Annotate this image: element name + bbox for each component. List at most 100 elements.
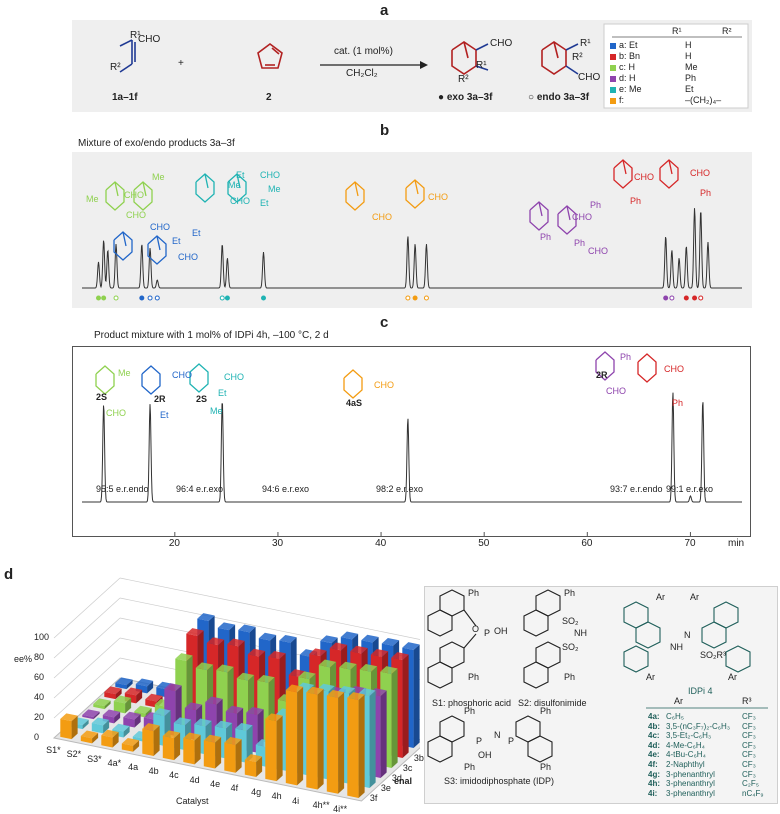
idpi-catalyst-id: 4f: — [648, 760, 658, 769]
chromatogram-trace — [82, 392, 742, 503]
substituent-r1: a: Et — [619, 40, 638, 50]
norbornene-structure — [189, 363, 209, 393]
peak-marker — [96, 295, 101, 301]
category-label: 4e — [210, 778, 221, 789]
panel-b-background — [72, 152, 752, 308]
peak-marker — [663, 295, 669, 301]
peak-marker — [113, 295, 119, 301]
structure-label: Me — [210, 406, 223, 416]
panel-c-title: Product mixture with 1 mol% of IDPi 4h, … — [94, 330, 329, 341]
category-label: S2* — [66, 749, 82, 760]
structure-label: Et — [192, 228, 201, 238]
er-label: 98:2 e.r.exo — [376, 484, 424, 494]
color-swatch — [610, 75, 616, 82]
idpi-aryl-group: 4-Me-C₆H₄ — [666, 740, 705, 750]
enal-structure — [119, 39, 136, 73]
substituent-row-c: c: H Me — [610, 62, 698, 72]
exo-label: ● exo 3a–3f — [438, 92, 493, 103]
exo-r2: R² — [458, 74, 469, 85]
idpi-r3-group: CF₃ — [742, 769, 756, 779]
er-label: 93:7 e.r.endo — [610, 484, 663, 494]
norbornene-structure — [613, 159, 633, 189]
category-label: S1* — [46, 745, 61, 756]
series-label: 3c — [402, 763, 413, 773]
panel-label-c: c — [380, 314, 389, 331]
atom-label: OH — [494, 626, 508, 636]
bridge-bond — [122, 231, 127, 247]
axis-tick-label: 60 — [581, 538, 593, 549]
label-idpi: IDPi 4 — [688, 686, 713, 696]
atom-label: P — [476, 736, 483, 746]
idpi-catalyst-id: 4d: — [648, 740, 660, 750]
idpi-r3-group: nC₄F₉ — [742, 788, 764, 798]
gridline — [53, 577, 121, 639]
structure-label: CHO — [606, 386, 626, 396]
gridline — [53, 657, 121, 719]
category-label: 4g — [251, 787, 262, 798]
structure-label: Ph — [620, 352, 632, 362]
norbornene-structure — [95, 365, 115, 395]
structure-label: Me — [118, 368, 131, 378]
bar-3b-S1* — [104, 686, 122, 700]
norbornene-structure — [141, 365, 161, 395]
idpi-aryl-group: C₆H₅ — [666, 712, 685, 721]
bar-3c-S1* — [93, 698, 111, 710]
category-label: 4a* — [107, 757, 122, 768]
idpi-r3-group: CF₃ — [742, 750, 756, 760]
group-label: SO₂ — [562, 642, 579, 652]
ph-label: Ph — [464, 762, 476, 772]
bar-3f-S1* — [60, 713, 78, 740]
bar-3c-S2* — [113, 695, 132, 714]
label-s3: S3: imidodiphosphate (IDP) — [444, 776, 555, 786]
substituent-row-f: f: –(CH₂)₄– — [610, 95, 721, 105]
peak-marker — [224, 295, 230, 301]
ee-3d-bar-chart — [52, 577, 420, 802]
gridline — [53, 617, 121, 679]
diene-label: 2 — [266, 92, 272, 103]
idpi-r3-group: CF₃ — [742, 740, 756, 750]
structure-label: CHO — [230, 196, 250, 206]
substituent-r2: Me — [685, 62, 698, 72]
peak-marker — [683, 295, 689, 301]
structure-label: CHO — [106, 408, 126, 418]
axis-tick-label: 50 — [478, 538, 490, 549]
enal-r1: R¹ — [130, 30, 141, 41]
y-tick-label: 20 — [34, 712, 45, 722]
bridge-bond — [668, 159, 673, 175]
bar-3f-4b — [162, 730, 181, 761]
peak-marker — [423, 295, 429, 301]
structure-label: CHO — [428, 192, 448, 202]
structure-label: Et — [218, 388, 227, 398]
chromatogram-frame — [72, 346, 751, 537]
atom-label: P — [508, 736, 515, 746]
enal-cho: CHO — [138, 34, 161, 45]
idpi-r3-group: CF₃ — [742, 731, 756, 741]
endo-label: ○ endo 3a–3f — [528, 92, 590, 103]
substituent-row-a: a: Et H — [610, 40, 692, 50]
x-axis-label: Catalyst — [176, 796, 209, 806]
structure-label: Me — [228, 180, 241, 190]
enal-label: 1a–1f — [112, 92, 138, 103]
panel-a-scheme — [119, 23, 749, 109]
bar-3f-4i** — [347, 692, 365, 798]
ar-label: Ar — [690, 592, 699, 602]
idpi-catalyst-id: 4i: — [648, 788, 658, 798]
bridge-bond — [354, 181, 359, 197]
exo-cho: CHO — [490, 38, 513, 49]
bar-3d-S2* — [102, 709, 121, 724]
idpi-catalyst-id: 4a: — [648, 712, 660, 721]
axis-tick-label: 40 — [375, 538, 387, 549]
idpi-table-header-r3: R³ — [742, 696, 752, 706]
ar-label: Ar — [656, 592, 665, 602]
z-axis-label: enal — [394, 776, 413, 786]
atom-label: N — [684, 630, 691, 640]
structure-label: CHO — [664, 364, 684, 374]
ph-label: Ph — [464, 706, 476, 716]
chromatogram-trace — [82, 208, 742, 289]
bar-3f-S2* — [80, 730, 99, 744]
bridge-bond — [414, 179, 419, 195]
ph-label: Ph — [468, 588, 480, 598]
norbornene-structure — [195, 173, 215, 203]
structure-label: 2S — [196, 394, 208, 404]
structure-label: CHO — [126, 210, 146, 220]
